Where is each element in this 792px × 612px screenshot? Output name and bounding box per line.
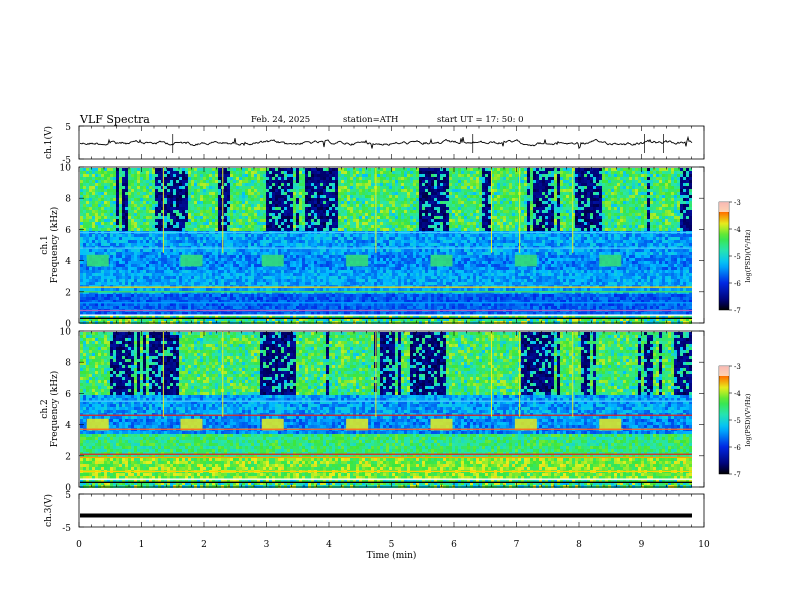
ch1-burst [87,255,109,267]
x-tick-label: 9 [639,540,645,550]
ch2-colorbar-tick-label: -5 [734,417,741,425]
ch2-spectrogram-image [80,331,704,488]
x-tick-label: 8 [576,540,582,550]
ch2-colorbar-label: log(PSD)(V²/Hz) [744,393,752,446]
ch1-burst [515,255,537,267]
ch1-burst [599,255,621,267]
ch2-no-data-strip [692,331,704,487]
x-tick-label: 0 [76,540,82,550]
ch1-no-data-strip [692,167,704,323]
ch3-ytick-label: -5 [62,524,71,534]
ch2-colorbar-tick-label: -6 [734,444,741,452]
x-tick-label: 6 [451,540,457,550]
ch1-channel-label: ch.1 [40,235,50,254]
ch1-colorbar-tick-label: -4 [734,226,741,234]
ch1-colorbar-tick-label: -3 [734,199,741,207]
ch2-channel-label: ch.2 [40,399,50,418]
ch2-ytick-label: 8 [65,359,71,369]
ch2-colorbar-tick-label: -4 [734,390,741,398]
ch2-colorbar-tick-label: -3 [734,363,741,371]
ch2-ytick-label: 4 [65,421,71,431]
ch1-ytick-label: 10 [60,164,72,174]
x-tick-label: 3 [264,540,270,550]
ch1-burst [262,255,284,267]
vlf-spectra-figure: 5-5ch.1(V)0246810ch.1 Frequency (kHz)-3-4… [0,0,792,612]
ch2-ytick-label: 6 [65,390,71,400]
ch1-ylabel: Frequency (kHz) [49,207,60,284]
ch1-colorbar-top-fade [719,202,729,212]
x-tick-label: 5 [389,540,395,550]
x-axis-label: Time (min) [367,550,417,561]
ch1-ytick-label: 2 [65,288,71,298]
ch2-ylabel: Frequency (kHz) [49,371,60,448]
ch1-ytick-label: 5 [65,123,71,133]
ch1-colorbar-tick-label: -6 [734,280,741,288]
ch2-colorbar [719,366,729,474]
ch1-ylabel: ch.1(V) [43,126,54,159]
ch2-ytick-label: 10 [60,328,72,338]
ch1-colorbar-tick-label: -5 [734,253,741,261]
x-tick-label: 10 [698,540,710,550]
ch1-ytick-label: 6 [65,226,71,236]
ch1-spectrogram-image [80,167,704,324]
x-tick-label: 1 [139,540,145,550]
ch2-ytick-label: 2 [65,452,71,462]
x-tick-label: 2 [201,540,207,550]
ch1-trace [80,137,692,148]
ch2-colorbar-tick-label: -7 [734,471,741,479]
ch1-colorbar-label: log(PSD)(V²/Hz) [744,229,752,282]
x-tick-label: 7 [514,540,520,550]
ch1-burst [346,255,368,267]
x-tick-label: 4 [326,540,332,550]
ch1-colorbar-tick-label: -7 [734,307,741,315]
ch3-ylabel: ch.3(V) [43,494,54,527]
ch1-ytick-label: 8 [65,195,71,205]
ch1-colorbar [719,202,729,310]
ch3-ytick-label: 5 [65,491,71,501]
ch1-ytick-label: 4 [65,257,71,267]
ch1-burst [431,255,453,267]
ch1-burst [181,255,203,267]
ch2-colorbar-top-fade [719,366,729,376]
